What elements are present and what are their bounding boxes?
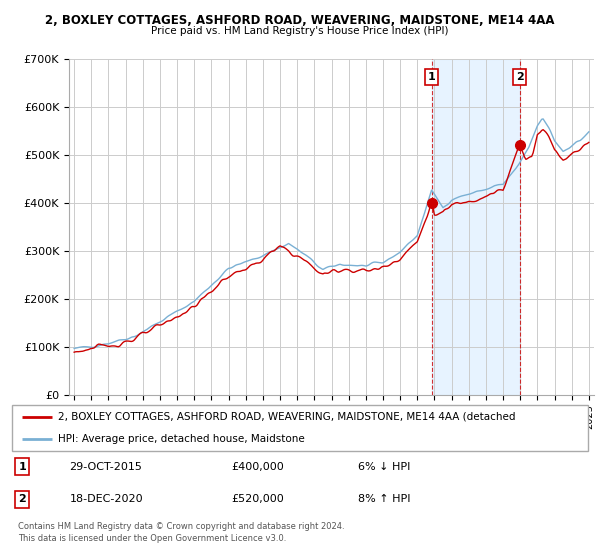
Text: 2, BOXLEY COTTAGES, ASHFORD ROAD, WEAVERING, MAIDSTONE, ME14 4AA: 2, BOXLEY COTTAGES, ASHFORD ROAD, WEAVER… [45,14,555,27]
Text: 2: 2 [515,72,523,82]
Text: Contains HM Land Registry data © Crown copyright and database right 2024.: Contains HM Land Registry data © Crown c… [18,522,344,531]
Text: 29-OCT-2015: 29-OCT-2015 [70,461,142,472]
Text: 6% ↓ HPI: 6% ↓ HPI [358,461,410,472]
Text: This data is licensed under the Open Government Licence v3.0.: This data is licensed under the Open Gov… [18,534,286,543]
Text: 1: 1 [19,461,26,472]
Text: Price paid vs. HM Land Registry's House Price Index (HPI): Price paid vs. HM Land Registry's House … [151,26,449,36]
Text: 1: 1 [428,72,436,82]
Text: £400,000: £400,000 [231,461,284,472]
Text: 2: 2 [19,494,26,505]
Text: 8% ↑ HPI: 8% ↑ HPI [358,494,410,505]
Text: 18-DEC-2020: 18-DEC-2020 [70,494,143,505]
Text: HPI: Average price, detached house, Maidstone: HPI: Average price, detached house, Maid… [58,434,305,444]
Text: £520,000: £520,000 [231,494,284,505]
Text: 2, BOXLEY COTTAGES, ASHFORD ROAD, WEAVERING, MAIDSTONE, ME14 4AA (detached: 2, BOXLEY COTTAGES, ASHFORD ROAD, WEAVER… [58,412,515,422]
Bar [431,59,520,395]
